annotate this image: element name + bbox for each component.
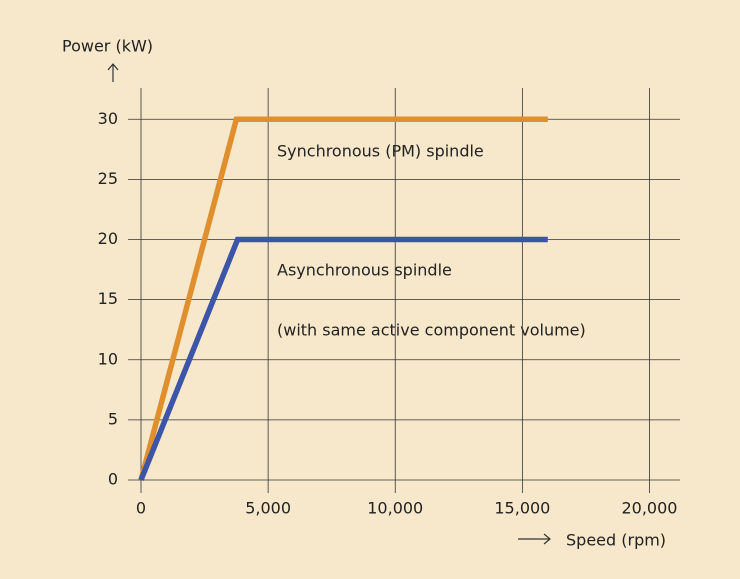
y-arrow: [107, 63, 119, 82]
x-tick-label: 20,000: [621, 499, 677, 518]
line: [138, 116, 548, 481]
x-arrow: [518, 533, 551, 545]
x-tick-label: 0: [136, 499, 146, 518]
y-tick-label: 20: [98, 229, 118, 248]
y-tick-label: 10: [98, 349, 118, 368]
x-tick-label: 15,000: [494, 499, 550, 518]
y-tick-label: 5: [108, 409, 118, 428]
x-tick-label: 5,000: [245, 499, 291, 518]
y-tick-label: 30: [98, 109, 118, 128]
y-tick-label: 15: [98, 289, 118, 308]
x-axis-label: Speed (rpm): [566, 531, 666, 550]
x-tick-label: 10,000: [367, 499, 423, 518]
annotation: Synchronous (PM) spindle: [277, 142, 484, 161]
y-axis-label: Power (kW): [62, 37, 153, 56]
y-tick-label: 25: [98, 169, 118, 188]
annotation: Asynchronous spindle: [277, 261, 452, 280]
line: [138, 236, 548, 482]
y-tick-label: 0: [108, 470, 118, 489]
annotation: (with same active component volume): [277, 321, 586, 340]
